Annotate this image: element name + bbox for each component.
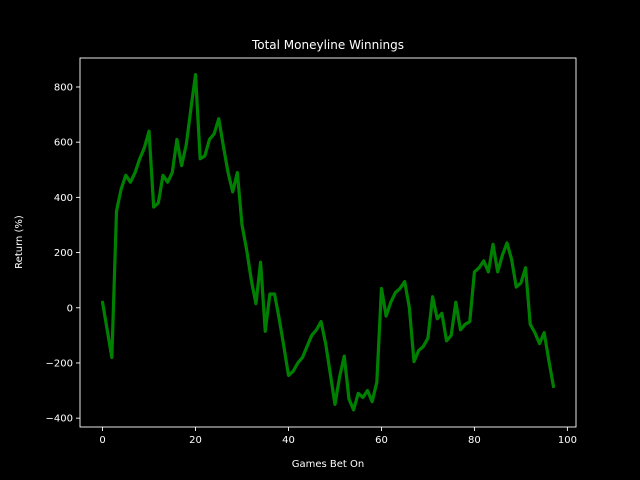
x-tick-label: 0 xyxy=(99,435,105,446)
chart-title: Total Moneyline Winnings xyxy=(251,38,404,52)
y-tick-label: 800 xyxy=(54,82,73,93)
y-tick-label: 400 xyxy=(54,193,73,204)
x-tick-label: 80 xyxy=(468,435,481,446)
y-tick-label: −400 xyxy=(46,414,73,425)
x-tick-label: 100 xyxy=(558,435,577,446)
y-tick-label: 200 xyxy=(54,248,73,259)
y-axis: −400 −200 0 200 400 600 800 xyxy=(46,82,80,425)
y-tick-label: 0 xyxy=(67,303,73,314)
series-line-0 xyxy=(100,72,556,412)
x-axis-label: Games Bet On xyxy=(292,459,364,470)
y-tick-label: 600 xyxy=(54,138,73,149)
y-tick-label: −200 xyxy=(46,358,73,369)
y-axis-label: Return (%) xyxy=(14,215,25,269)
plot-area xyxy=(100,72,556,412)
x-tick-label: 20 xyxy=(189,435,202,446)
axes-frame xyxy=(79,57,577,428)
x-tick-label: 40 xyxy=(282,435,295,446)
x-tick-label: 60 xyxy=(375,435,388,446)
x-axis: 0 20 40 60 80 100 xyxy=(99,427,577,446)
